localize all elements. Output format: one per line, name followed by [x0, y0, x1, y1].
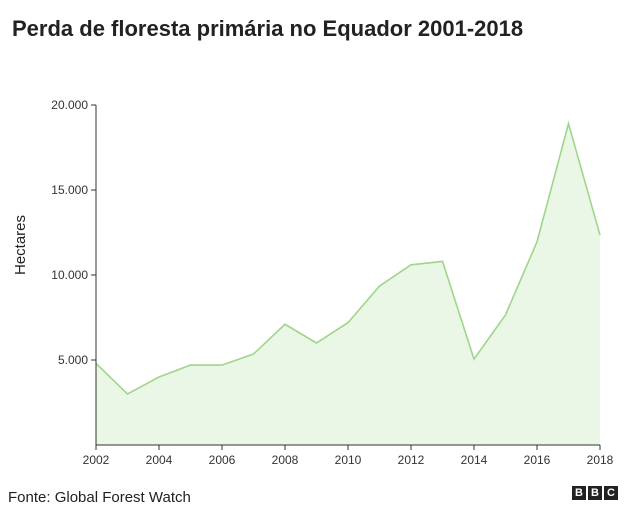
y-axis-label: Hectares [12, 215, 29, 275]
x-tick-label: 2010 [335, 453, 362, 467]
x-tick-label: 2018 [587, 453, 614, 467]
x-tick-label: 2002 [83, 453, 110, 467]
logo-letter: B [588, 486, 602, 500]
y-tick-label: 20.000 [51, 98, 88, 112]
x-tick-label: 2008 [272, 453, 299, 467]
bbc-logo: B B C [572, 486, 618, 500]
y-tick-label: 15.000 [51, 183, 88, 197]
x-tick-label: 2004 [146, 453, 173, 467]
x-tick-label: 2006 [209, 453, 236, 467]
x-tick-label: 2012 [398, 453, 425, 467]
x-tick-label: 2014 [461, 453, 488, 467]
x-tick-label: 2016 [524, 453, 551, 467]
logo-letter: B [572, 486, 586, 500]
area-chart: 5.000 10.000 15.000 20.000 2002 2004 2006 2008 2… [12, 98, 614, 467]
source-note: Fonte: Global Forest Watch [8, 489, 191, 506]
logo-letter: C [604, 486, 618, 500]
area-fill [96, 123, 600, 445]
chart-title: Perda de floresta primária no Equador 20… [12, 16, 524, 41]
y-tick-label: 10.000 [51, 268, 88, 282]
y-tick-label: 5.000 [58, 353, 88, 367]
plot-area: 5.000 10.000 15.000 20.000 2002 2004 2006 2008 2… [12, 98, 614, 467]
